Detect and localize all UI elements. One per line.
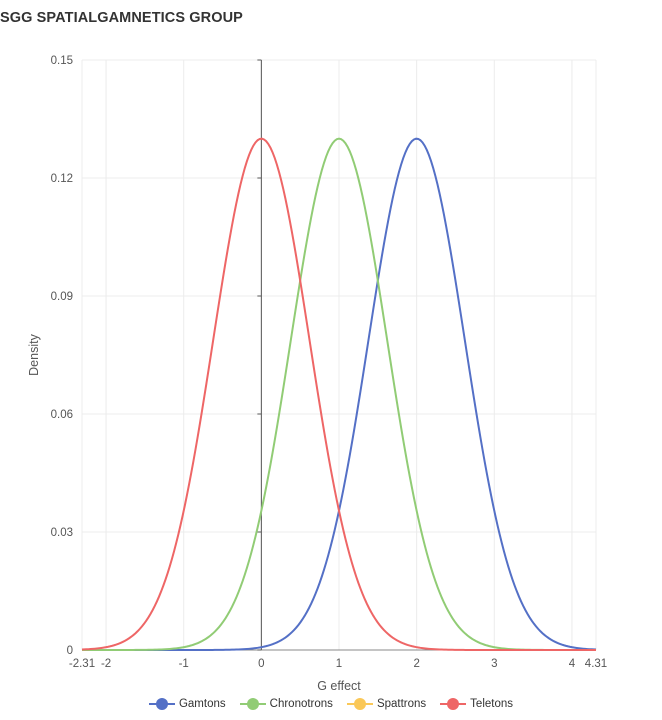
legend-swatch-icon [346, 698, 373, 710]
y-tick-label: 0.06 [51, 409, 73, 421]
legend-swatch-icon [440, 698, 467, 710]
legend-label: Chronotrons [269, 698, 333, 710]
x-tick-label: 2 [413, 658, 419, 670]
series-line-teletons [81, 137, 596, 651]
x-tick-label: 4 [569, 658, 576, 670]
legend-swatch-icon [148, 698, 175, 710]
y-tick-label: 0.03 [51, 527, 73, 539]
x-tick-label: 1 [336, 658, 342, 670]
y-tick-label: 0.09 [51, 291, 73, 303]
legend-item-teletons[interactable]: Teletons [440, 698, 513, 710]
x-axis-title: G effect [317, 679, 361, 693]
legend-item-chronotrons[interactable]: Chronotrons [239, 698, 333, 710]
y-tick-label: 0.15 [51, 55, 73, 67]
legend-swatch-icon [239, 698, 266, 710]
x-tick-label: 0 [258, 658, 264, 670]
chart-title: SGG SPATIALGAMNETICS GROUP [0, 10, 243, 26]
x-tick-label: -2.31 [69, 658, 95, 670]
chart-legend: Gamtons Chronotrons Spattrons Teletons [0, 698, 662, 710]
x-tick-label: -1 [179, 658, 189, 670]
x-tick-label: 3 [491, 658, 497, 670]
y-axis-title: Density [27, 333, 41, 375]
legend-item-gamtons[interactable]: Gamtons [148, 698, 226, 710]
legend-label: Spattrons [376, 698, 427, 710]
legend-label: Teletons [470, 698, 514, 710]
y-tick-label: 0 [67, 645, 73, 657]
x-tick-label: -2 [101, 658, 111, 670]
legend-label: Gamtons [178, 698, 226, 710]
y-tick-label: 0.12 [51, 173, 73, 185]
x-tick-label: 4.31 [585, 658, 607, 670]
legend-item-spattrons[interactable]: Spattrons [346, 698, 427, 710]
